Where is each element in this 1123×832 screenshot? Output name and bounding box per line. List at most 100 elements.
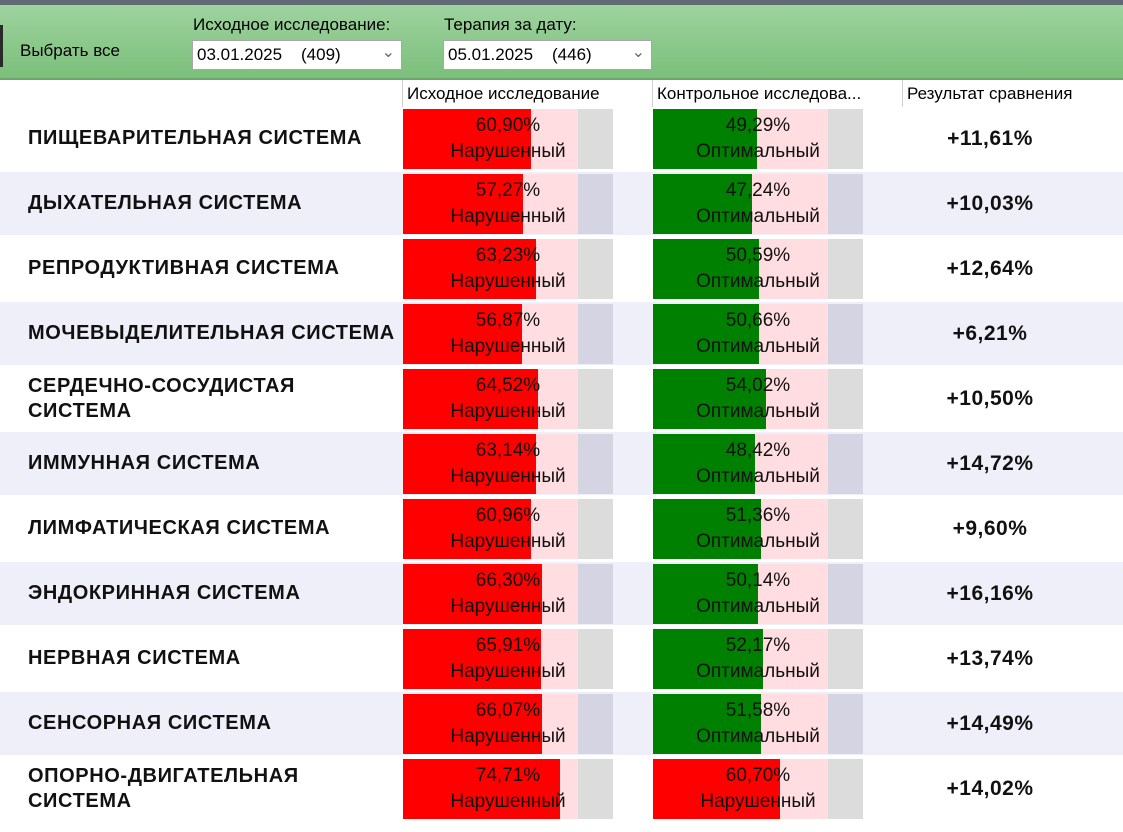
gauge-label: 56,87% Нарушенный: [403, 308, 613, 360]
comparison-result: +9,60%: [952, 516, 1028, 540]
control-result-cell: 52,17% Оптимальный: [653, 629, 863, 689]
gauge-value: 60,96%: [475, 505, 541, 526]
gauge-label: 66,07% Нарушенный: [403, 698, 613, 750]
column-header-control[interactable]: Контрольное исследова...: [652, 80, 902, 107]
gauge-value: 50,66%: [725, 310, 791, 331]
therapy-date-select[interactable]: 05.01.2025 (446) ⌄: [443, 40, 652, 70]
gauge-fill-bar: [653, 759, 780, 819]
gauge-status: Оптимальный: [696, 726, 820, 747]
therapy-date-value: 05.01.2025 (446): [448, 45, 592, 64]
gauge-fill-bar: [403, 759, 560, 819]
system-name: ПИЩЕВАРИТЕЛЬНАЯ СИСТЕМА: [28, 127, 363, 149]
gauge-fill-bar: [403, 174, 523, 234]
chevron-down-icon[interactable]: ⌄: [381, 44, 395, 61]
system-name: НЕРВНАЯ СИСТЕМА: [28, 647, 241, 669]
gauge-status: Нарушенный: [450, 726, 566, 747]
table-row[interactable]: НЕРВНАЯ СИСТЕМА 65,91% Нарушенный 52,17% Опт…: [0, 627, 1123, 692]
gauge-label: 47,24% Оптимальный: [653, 178, 863, 230]
gauge-value: 52,17%: [725, 635, 791, 656]
gauge-status: Оптимальный: [696, 661, 820, 682]
gauge-label: 74,71% Нарушенный: [403, 763, 613, 815]
gauge-value: 50,59%: [725, 245, 791, 266]
window-top-border: [0, 0, 1123, 5]
baseline-result-cell: 66,30% Нарушенный: [403, 564, 613, 624]
gauge-fill-bar: [653, 694, 761, 754]
column-header-result[interactable]: Результат сравнения: [902, 80, 1123, 107]
gauge-status: Нарушенный: [450, 141, 566, 162]
gauge-fill-bar: [403, 434, 536, 494]
gauge-fill-bar: [653, 629, 763, 689]
gauge-fill-bar: [653, 109, 757, 169]
table-row[interactable]: СЕНСОРНАЯ СИСТЕМА 66,07% Нарушенный 51,58% О…: [0, 692, 1123, 757]
baseline-result-cell: 63,23% Нарушенный: [403, 239, 613, 299]
gauge-value: 51,58%: [725, 700, 791, 721]
comparison-result: +6,21%: [952, 321, 1028, 345]
table-row[interactable]: ОПОРНО-ДВИГАТЕЛЬНАЯ СИСТЕМА 74,71% Нарушен…: [0, 757, 1123, 822]
baseline-date-select[interactable]: 03.01.2025 (409) ⌄: [192, 40, 402, 70]
gauge-status: Оптимальный: [696, 531, 820, 552]
gauge-status: Нарушенный: [450, 791, 566, 812]
toolbar-separator: [0, 25, 3, 67]
chevron-down-icon[interactable]: ⌄: [631, 44, 645, 61]
gauge-tail: [828, 369, 863, 429]
gauge-label: 66,30% Нарушенный: [403, 568, 613, 620]
gauge-value: 64,52%: [475, 375, 541, 396]
gauge-value: 56,87%: [475, 310, 541, 331]
gauge-fill-bar: [403, 629, 541, 689]
gauge-label: 54,02% Оптимальный: [653, 373, 863, 425]
gauge-value: 54,02%: [725, 375, 791, 396]
gauge-status: Оптимальный: [696, 596, 820, 617]
table-row[interactable]: ПИЩЕВАРИТЕЛЬНАЯ СИСТЕМА 60,90% Нарушенный 4…: [0, 107, 1123, 172]
gauge-tail: [578, 629, 613, 689]
system-name: СЕРДЕЧНО-СОСУДИСТАЯ СИСТЕМА: [28, 374, 296, 422]
table-row[interactable]: МОЧЕВЫДЕЛИТЕЛЬНАЯ СИСТЕМА 56,87% Нарушенны…: [0, 302, 1123, 367]
gauge-label: 52,17% Оптимальный: [653, 633, 863, 685]
column-header-baseline[interactable]: Исходное исследование: [402, 80, 652, 107]
table-row[interactable]: ЛИМФАТИЧЕСКАЯ СИСТЕМА 60,96% Нарушенный 51,…: [0, 497, 1123, 562]
gauge-fill-bar: [403, 304, 522, 364]
table-row[interactable]: РЕПРОДУКТИВНАЯ СИСТЕМА 63,23% Нарушенный 50…: [0, 237, 1123, 302]
comparison-result: +11,61%: [947, 126, 1033, 150]
comparison-result: +12,64%: [946, 256, 1034, 280]
gauge-tail: [578, 109, 613, 169]
system-name: ИММУННАЯ СИСТЕМА: [28, 452, 261, 474]
gauge-tail: [828, 434, 863, 494]
table-row[interactable]: ЭНДОКРИННАЯ СИСТЕМА 66,30% Нарушенный 50,14…: [0, 562, 1123, 627]
gauge-value: 48,42%: [725, 440, 791, 461]
gauge-tail: [578, 304, 613, 364]
table-row[interactable]: ИММУННАЯ СИСТЕМА 63,14% Нарушенный 48,42% Оп…: [0, 432, 1123, 497]
control-result-cell: 51,58% Оптимальный: [653, 694, 863, 754]
gauge-value: 66,07%: [475, 700, 541, 721]
table-row[interactable]: СЕРДЕЧНО-СОСУДИСТАЯ СИСТЕМА 64,52% Нарушен…: [0, 367, 1123, 432]
baseline-date-value: 03.01.2025 (409): [197, 45, 341, 64]
gauge-label: 63,14% Нарушенный: [403, 438, 613, 490]
gauge-label: 50,14% Оптимальный: [653, 568, 863, 620]
gauge-status: Нарушенный: [450, 336, 566, 357]
gauge-fill-bar: [403, 369, 538, 429]
select-all-button[interactable]: Выбрать все: [20, 41, 120, 60]
gauge-status: Нарушенный: [450, 271, 566, 292]
gauge-value: 50,14%: [725, 570, 791, 591]
baseline-result-cell: 60,96% Нарушенный: [403, 499, 613, 559]
gauge-status: Нарушенный: [450, 596, 566, 617]
system-name: ДЫХАТЕЛЬНАЯ СИСТЕМА: [28, 192, 303, 214]
comparison-result: +16,16%: [946, 581, 1034, 605]
table-row[interactable]: ДЫХАТЕЛЬНАЯ СИСТЕМА 57,27% Нарушенный 47,24…: [0, 172, 1123, 237]
gauge-fill-bar: [403, 499, 531, 559]
system-name: ОПОРНО-ДВИГАТЕЛЬНАЯ СИСТЕМА: [28, 764, 299, 812]
comparison-result: +14,49%: [946, 711, 1034, 735]
gauge-status: Нарушенный: [450, 531, 566, 552]
gauge-status: Оптимальный: [696, 141, 820, 162]
baseline-result-cell: 60,90% Нарушенный: [403, 109, 613, 169]
gauge-tail: [828, 499, 863, 559]
control-result-cell: 50,14% Оптимальный: [653, 564, 863, 624]
gauge-tail: [578, 434, 613, 494]
gauge-tail: [828, 629, 863, 689]
baseline-result-cell: 64,52% Нарушенный: [403, 369, 613, 429]
gauge-tail: [828, 174, 863, 234]
gauge-label: 60,96% Нарушенный: [403, 503, 613, 555]
therapy-date-label: Терапия за дату:: [444, 15, 577, 34]
toolbar: Выбрать все Исходное исследование: 03.01…: [0, 5, 1123, 80]
gauge-value: 51,36%: [725, 505, 791, 526]
comparison-result: +14,02%: [946, 776, 1034, 800]
